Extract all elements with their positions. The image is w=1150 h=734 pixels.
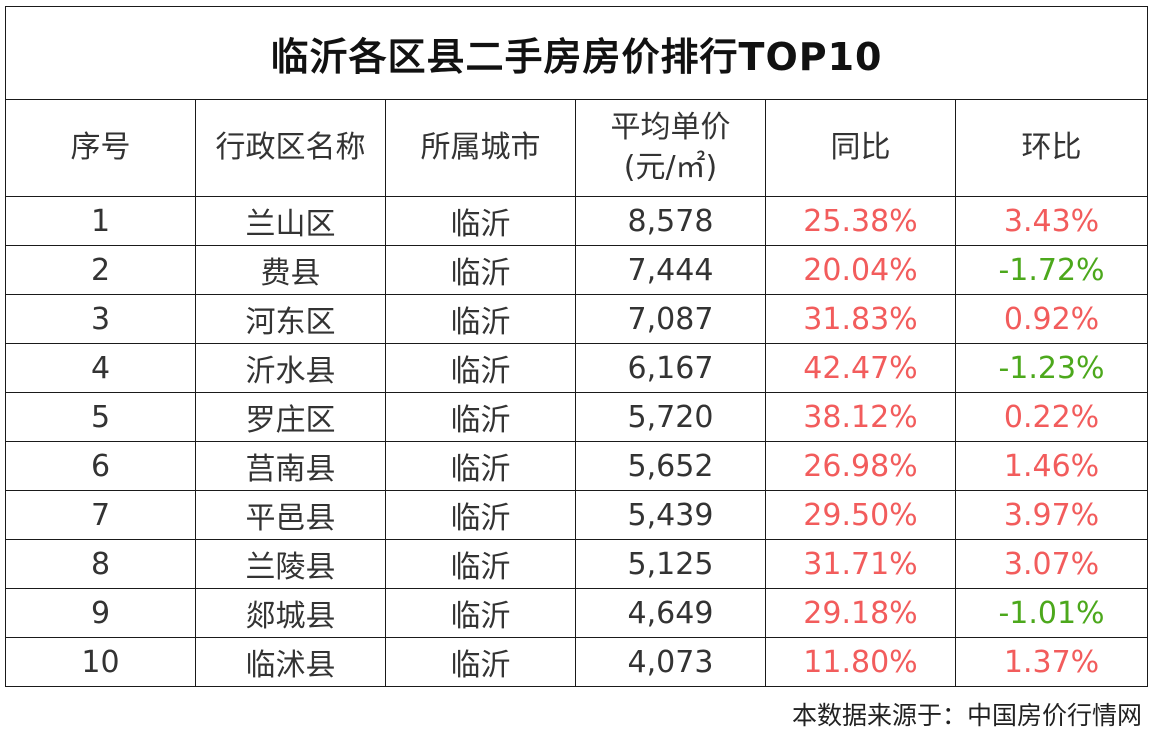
cell-index: 2 [5,245,196,295]
cell-mom: 3.07% [954,539,1149,589]
cell-mom: 1.46% [954,441,1149,491]
header-mom: 环比 [954,99,1149,197]
cell-district: 兰陵县 [195,539,386,589]
cell-avg-price: 5,652 [575,441,766,491]
cell-avg-price: 6,167 [575,343,766,393]
cell-district: 平邑县 [195,490,386,540]
cell-yoy: 29.18% [765,588,956,638]
cell-city: 临沂 [385,245,576,295]
cell-yoy: 31.71% [765,539,956,589]
header-district: 行政区名称 [195,99,386,197]
cell-yoy: 20.04% [765,245,956,295]
cell-yoy: 29.50% [765,490,956,540]
cell-district: 临沭县 [195,637,386,687]
cell-avg-price: 7,087 [575,294,766,344]
cell-city: 临沂 [385,637,576,687]
table-row: 2 费县 临沂 7,444 20.04% -1.72% [5,245,1149,295]
table-row: 8 兰陵县 临沂 5,125 31.71% 3.07% [5,539,1149,589]
cell-mom: 3.97% [954,490,1149,540]
cell-mom: 0.92% [954,294,1149,344]
cell-yoy: 26.98% [765,441,956,491]
cell-index: 4 [5,343,196,393]
cell-avg-price: 5,439 [575,490,766,540]
cell-yoy: 42.47% [765,343,956,393]
header-index: 序号 [5,99,196,197]
cell-district: 河东区 [195,294,386,344]
cell-avg-price: 5,720 [575,392,766,442]
ranking-table-container: 临沂各区县二手房房价排行TOP10 序号 行政区名称 所属城市 平均单价 (元/… [4,6,1149,687]
cell-city: 临沂 [385,343,576,393]
cell-city: 临沂 [385,588,576,638]
cell-mom: -1.72% [954,245,1149,295]
cell-city: 临沂 [385,392,576,442]
cell-index: 7 [5,490,196,540]
cell-index: 9 [5,588,196,638]
table-row: 6 莒南县 临沂 5,652 26.98% 1.46% [5,441,1149,491]
header-avg-price: 平均单价 (元/㎡) [575,99,766,197]
cell-avg-price: 4,073 [575,637,766,687]
cell-avg-price: 5,125 [575,539,766,589]
cell-district: 莒南县 [195,441,386,491]
cell-yoy: 38.12% [765,392,956,442]
cell-district: 费县 [195,245,386,295]
cell-city: 临沂 [385,441,576,491]
cell-yoy: 31.83% [765,294,956,344]
cell-mom: -1.23% [954,343,1149,393]
cell-district: 罗庄区 [195,392,386,442]
cell-yoy: 25.38% [765,196,956,246]
table-row: 9 郯城县 临沂 4,649 29.18% -1.01% [5,588,1149,638]
cell-avg-price: 4,649 [575,588,766,638]
table-row: 7 平邑县 临沂 5,439 29.50% 3.97% [5,490,1149,540]
cell-index: 6 [5,441,196,491]
header-avg-price-unit: (元/㎡) [623,150,718,185]
cell-mom: 0.22% [954,392,1149,442]
cell-index: 10 [5,637,196,687]
cell-city: 临沂 [385,539,576,589]
table-row: 3 河东区 临沂 7,087 31.83% 0.92% [5,294,1149,344]
data-source-note: 本数据来源于：中国房价行情网 [791,701,1142,730]
cell-index: 3 [5,294,196,344]
header-city: 所属城市 [385,99,576,197]
table-body: 1 兰山区 临沂 8,578 25.38% 3.43% 2 费县 临沂 7,444 20.04% -1… [5,196,1149,687]
header-yoy: 同比 [765,99,956,197]
cell-yoy: 11.80% [765,637,956,687]
cell-district: 郯城县 [195,588,386,638]
cell-avg-price: 7,444 [575,245,766,295]
cell-avg-price: 8,578 [575,196,766,246]
table-row: 5 罗庄区 临沂 5,720 38.12% 0.22% [5,392,1149,442]
table-title: 临沂各区县二手房房价排行TOP10 [4,6,1149,100]
ranking-table: 临沂各区县二手房房价排行TOP10 序号 行政区名称 所属城市 平均单价 (元/… [4,6,1149,687]
cell-district: 兰山区 [195,196,386,246]
cell-city: 临沂 [385,490,576,540]
cell-index: 5 [5,392,196,442]
table-row: 1 兰山区 临沂 8,578 25.38% 3.43% [5,196,1149,246]
cell-mom: 3.43% [954,196,1149,246]
cell-index: 8 [5,539,196,589]
table-row: 4 沂水县 临沂 6,167 42.47% -1.23% [5,343,1149,393]
header-row: 序号 行政区名称 所属城市 平均单价 (元/㎡) 同比 环比 [5,99,1149,197]
cell-index: 1 [5,196,196,246]
cell-city: 临沂 [385,294,576,344]
cell-mom: -1.01% [954,588,1149,638]
header-avg-price-label: 平均单价 [610,110,731,145]
table-row: 10 临沭县 临沂 4,073 11.80% 1.37% [5,637,1149,687]
cell-mom: 1.37% [954,637,1149,687]
cell-district: 沂水县 [195,343,386,393]
cell-city: 临沂 [385,196,576,246]
